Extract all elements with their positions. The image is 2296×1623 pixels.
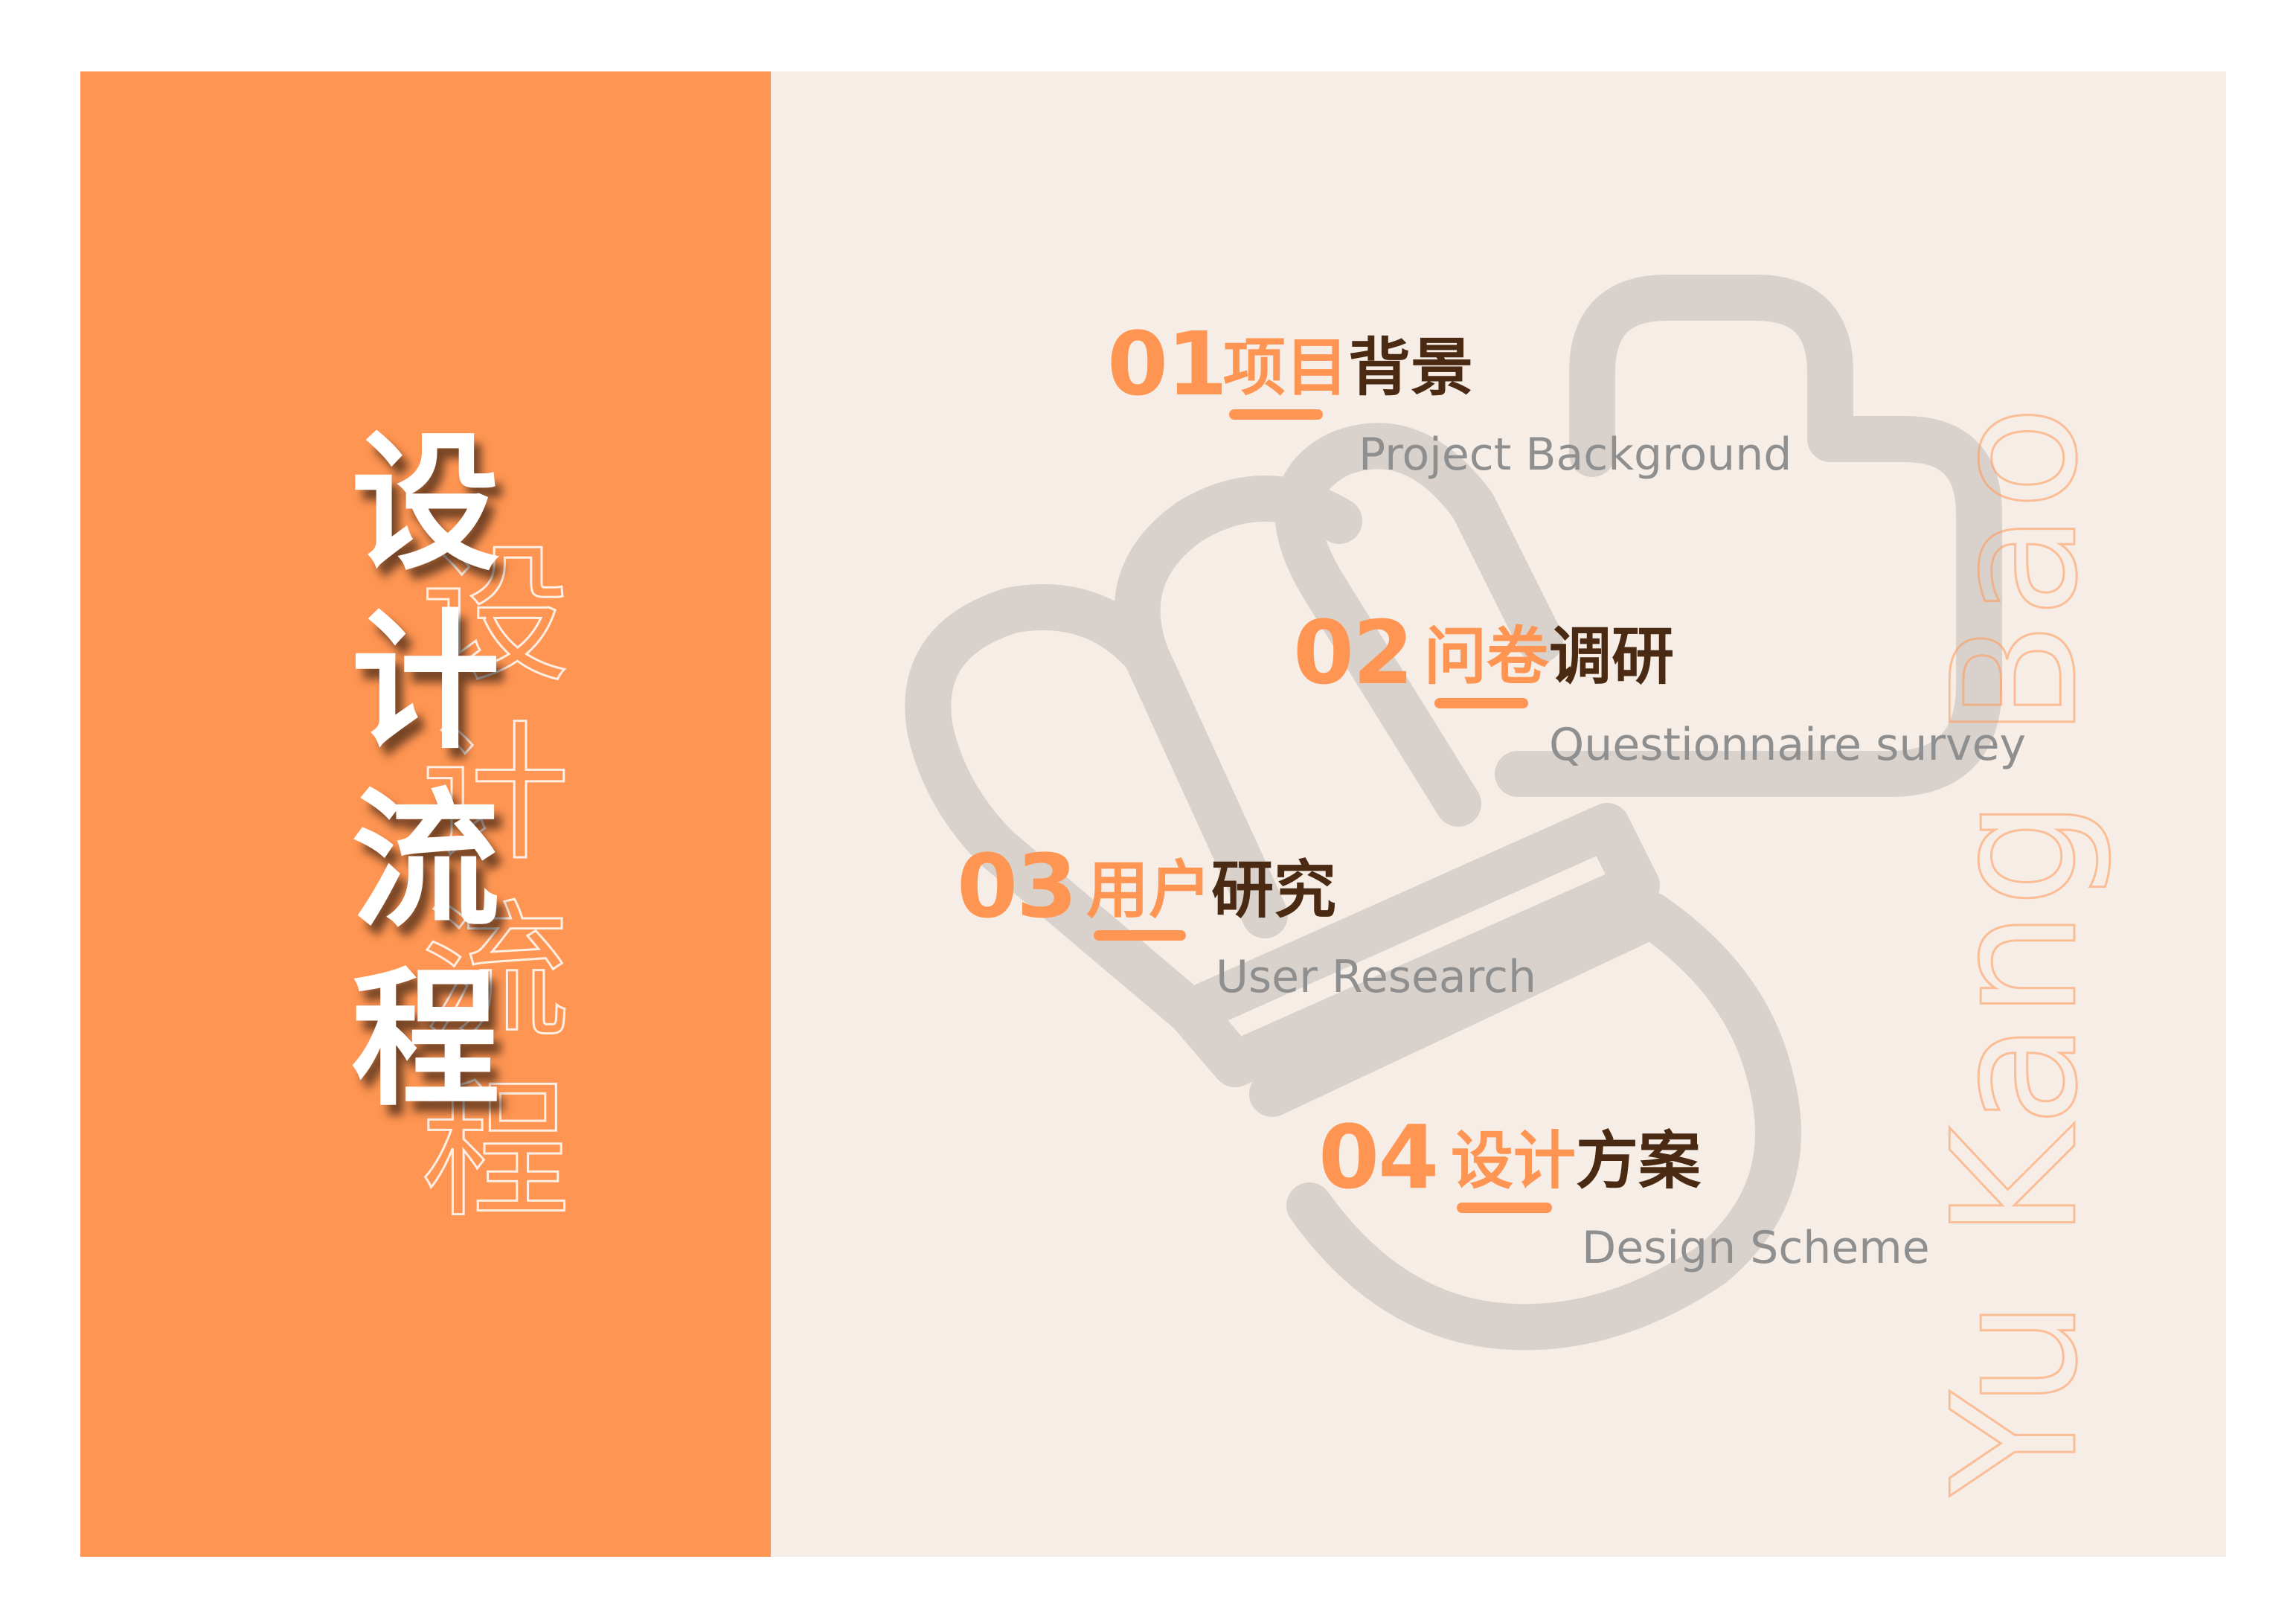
- item-heading: 用户研究: [1086, 853, 1336, 927]
- item-heading-highlight: 用户: [1086, 854, 1212, 926]
- item-subtitle: Project Background: [1359, 429, 1792, 481]
- item-heading-rest: 调研: [1549, 620, 1675, 693]
- left-orange-panel: [80, 71, 771, 1557]
- item-underline: [1094, 930, 1186, 941]
- title-outline-char: 设: [420, 528, 571, 704]
- title-outline-char: 流: [420, 886, 571, 1061]
- title-char: 流: [350, 775, 500, 948]
- item-heading-rest: 方案: [1576, 1124, 1702, 1197]
- title-char: 设: [350, 417, 500, 591]
- brand-watermark-text: Yu Kang Bao: [1916, 401, 2117, 1496]
- title-outline-char: 计: [420, 707, 571, 883]
- item-heading-highlight: 设计: [1451, 1124, 1577, 1197]
- item-heading: 项目背景: [1223, 330, 1473, 405]
- page-title-outline: 设 计 流 程: [414, 527, 577, 1241]
- item-heading-highlight: 问卷: [1424, 620, 1550, 693]
- item-underline: [1434, 698, 1528, 708]
- item-number: 03: [957, 835, 1077, 938]
- page-title: 设 计 流 程: [344, 415, 507, 1130]
- title-char: 程: [350, 953, 500, 1127]
- item-subtitle: User Research: [1216, 951, 1537, 1003]
- title-outline-char: 程: [420, 1064, 571, 1240]
- item-subtitle: Questionnaire survey: [1549, 719, 2027, 771]
- title-char: 计: [350, 596, 500, 769]
- item-number: 04: [1318, 1106, 1439, 1209]
- item-number: 01: [1107, 313, 1228, 415]
- item-heading-rest: 背景: [1348, 331, 1474, 404]
- item-subtitle: Design Scheme: [1582, 1222, 1930, 1274]
- item-underline: [1229, 409, 1323, 420]
- item-heading-rest: 研究: [1211, 854, 1337, 926]
- item-number: 02: [1293, 601, 1414, 704]
- item-underline: [1457, 1203, 1552, 1213]
- item-heading: 设计方案: [1451, 1124, 1701, 1198]
- item-heading-highlight: 项目: [1223, 331, 1349, 404]
- item-heading: 问卷调研: [1424, 619, 1674, 694]
